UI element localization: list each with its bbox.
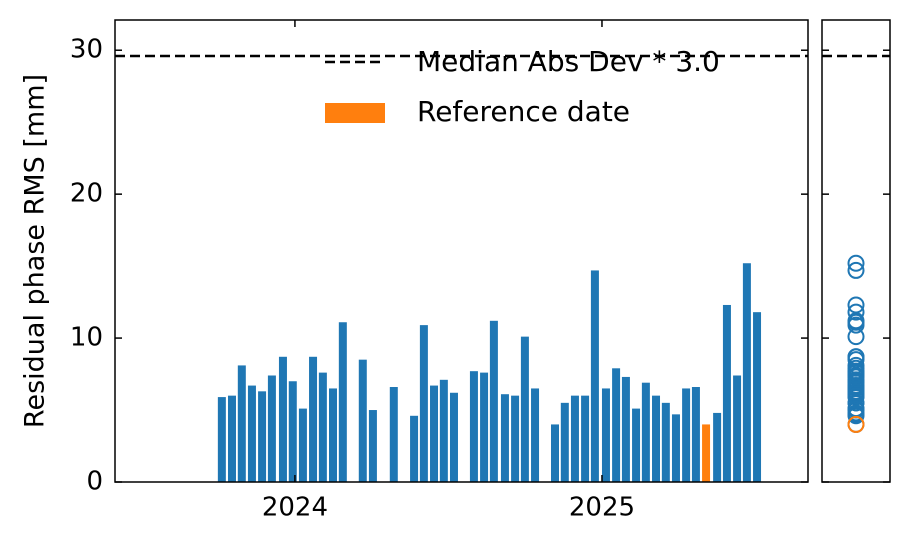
bar (267, 375, 276, 482)
strip-point (847, 316, 865, 334)
y-tick-label: 30 (70, 35, 103, 65)
strip-point (847, 254, 865, 272)
bar (601, 388, 610, 482)
bar (217, 397, 226, 482)
bar (742, 263, 751, 482)
bar (439, 379, 448, 482)
strip-reference-point (847, 415, 865, 433)
strip-point (847, 296, 865, 314)
bar (329, 388, 338, 482)
bar (641, 382, 650, 482)
bar (258, 391, 267, 482)
strip-point (847, 303, 865, 321)
bar (480, 372, 489, 482)
bar (389, 387, 398, 482)
bar (410, 415, 419, 482)
bar (489, 320, 498, 482)
strip-point (847, 366, 865, 384)
x-tick-label: 2025 (569, 493, 635, 523)
bar (671, 414, 680, 482)
bar (753, 312, 762, 482)
bar (500, 394, 509, 482)
bar (691, 387, 700, 482)
bar (590, 270, 599, 482)
bar (469, 371, 478, 482)
bar (733, 375, 742, 482)
bar (358, 359, 367, 482)
strip-point (847, 328, 865, 346)
bar (550, 424, 559, 482)
bar (237, 365, 246, 482)
bar (661, 402, 670, 482)
bar (298, 408, 307, 482)
strip-point (847, 374, 865, 392)
bar (419, 325, 428, 482)
strip-point (847, 378, 865, 396)
strip-frame (821, 19, 891, 483)
legend-reference-swatch (325, 103, 385, 123)
bar (368, 410, 377, 482)
bar (338, 322, 347, 482)
bar (621, 376, 630, 482)
bar (560, 402, 569, 482)
bar (520, 336, 529, 482)
bar (570, 395, 579, 482)
bar (612, 368, 621, 482)
bar (511, 395, 520, 482)
bar (722, 304, 731, 482)
y-axis-label: Residual phase RMS [mm] (20, 74, 51, 428)
bar (309, 356, 318, 482)
bar (581, 395, 590, 482)
bar (449, 392, 458, 482)
bar (430, 385, 439, 482)
strip-point (847, 404, 865, 422)
strip-point (847, 261, 865, 279)
reference-bar (702, 424, 711, 482)
strip-point (847, 387, 865, 405)
bar (288, 381, 297, 482)
legend-label: Reference date (417, 95, 630, 128)
bar (531, 388, 540, 482)
bar (227, 395, 236, 482)
bar (682, 388, 691, 482)
bar (632, 408, 641, 482)
y-tick-label: 20 (70, 179, 103, 209)
bar (713, 412, 722, 482)
x-tick-label: 2024 (262, 493, 328, 523)
bar (318, 372, 327, 482)
bar (278, 356, 287, 482)
plot-frame (114, 19, 809, 483)
y-tick-label: 10 (70, 323, 103, 353)
bar (247, 385, 256, 482)
bar (652, 395, 661, 482)
legend-label: Median Abs Dev * 3.0 (417, 45, 720, 78)
y-tick-label: 0 (86, 467, 103, 497)
